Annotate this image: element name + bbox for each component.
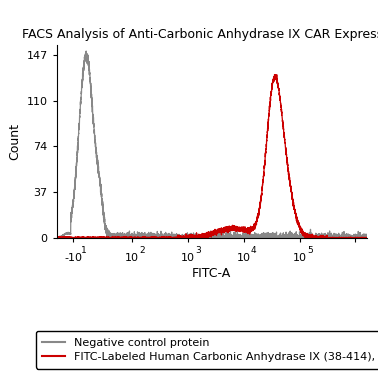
Text: 3: 3 (195, 246, 201, 255)
Text: 10: 10 (125, 253, 139, 263)
Text: 4: 4 (251, 246, 257, 255)
Text: 10: 10 (293, 253, 307, 263)
Text: 10: 10 (237, 253, 251, 263)
X-axis label: FITC-A: FITC-A (192, 266, 231, 280)
Text: 1: 1 (81, 246, 87, 255)
Text: 5: 5 (307, 246, 313, 255)
Title: FACS Analysis of Anti-Carbonic Anhydrase IX CAR Expression: FACS Analysis of Anti-Carbonic Anhydrase… (22, 28, 378, 42)
Legend: Negative control protein, FITC-Labeled Human Carbonic Anhydrase IX (38-414), His: Negative control protein, FITC-Labeled H… (36, 331, 378, 369)
Text: 10: 10 (181, 253, 195, 263)
Text: -10: -10 (65, 253, 82, 263)
Y-axis label: Count: Count (8, 123, 21, 160)
Text: 2: 2 (139, 246, 145, 255)
